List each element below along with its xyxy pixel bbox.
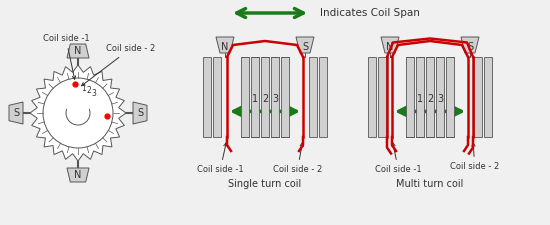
Bar (406, 57, 414, 137)
Text: Single turn coil: Single turn coil (228, 179, 301, 189)
Polygon shape (461, 37, 479, 53)
Bar (203, 57, 211, 137)
Text: Coil side -1: Coil side -1 (197, 143, 244, 174)
Text: S: S (13, 108, 19, 118)
Polygon shape (296, 37, 314, 53)
Text: N: N (221, 42, 229, 52)
Text: 2: 2 (427, 94, 433, 104)
Text: N: N (74, 46, 82, 56)
Text: 3: 3 (91, 89, 96, 98)
Bar (484, 57, 492, 137)
Text: Coil side -1: Coil side -1 (43, 34, 89, 79)
Bar (416, 57, 424, 137)
Text: Indicates Coil Span: Indicates Coil Span (320, 8, 420, 18)
Text: Coil side -1: Coil side -1 (375, 143, 422, 174)
Polygon shape (133, 102, 147, 124)
Text: Coil side - 2: Coil side - 2 (273, 143, 322, 174)
Polygon shape (67, 168, 89, 182)
Text: 2: 2 (262, 94, 268, 104)
Text: Coil side - 2: Coil side - 2 (450, 143, 499, 171)
Bar (241, 57, 249, 137)
Text: S: S (137, 108, 143, 118)
Text: S: S (467, 42, 473, 52)
Bar (378, 57, 386, 137)
Bar (368, 57, 376, 137)
Polygon shape (30, 65, 126, 161)
Polygon shape (9, 102, 23, 124)
Text: 2: 2 (86, 86, 91, 95)
Bar (426, 57, 434, 137)
Text: 3: 3 (437, 94, 443, 104)
Text: 1: 1 (81, 84, 86, 93)
Bar (271, 57, 279, 137)
Polygon shape (67, 44, 89, 58)
Bar (261, 57, 269, 137)
Bar (281, 57, 289, 137)
Text: 1: 1 (417, 94, 423, 104)
Text: N: N (386, 42, 394, 52)
Text: 3: 3 (272, 94, 278, 104)
Text: S: S (302, 42, 308, 52)
Bar (309, 57, 317, 137)
Text: N: N (74, 170, 82, 180)
Text: Coil side - 2: Coil side - 2 (81, 44, 155, 86)
Circle shape (43, 78, 113, 148)
Bar (319, 57, 327, 137)
Bar (436, 57, 444, 137)
Bar (251, 57, 259, 137)
Polygon shape (381, 37, 399, 53)
Bar (213, 57, 221, 137)
Circle shape (66, 101, 90, 125)
Polygon shape (216, 37, 234, 53)
Text: 1: 1 (252, 94, 258, 104)
Bar (446, 57, 454, 137)
Bar (474, 57, 482, 137)
Text: Multi turn coil: Multi turn coil (397, 179, 464, 189)
